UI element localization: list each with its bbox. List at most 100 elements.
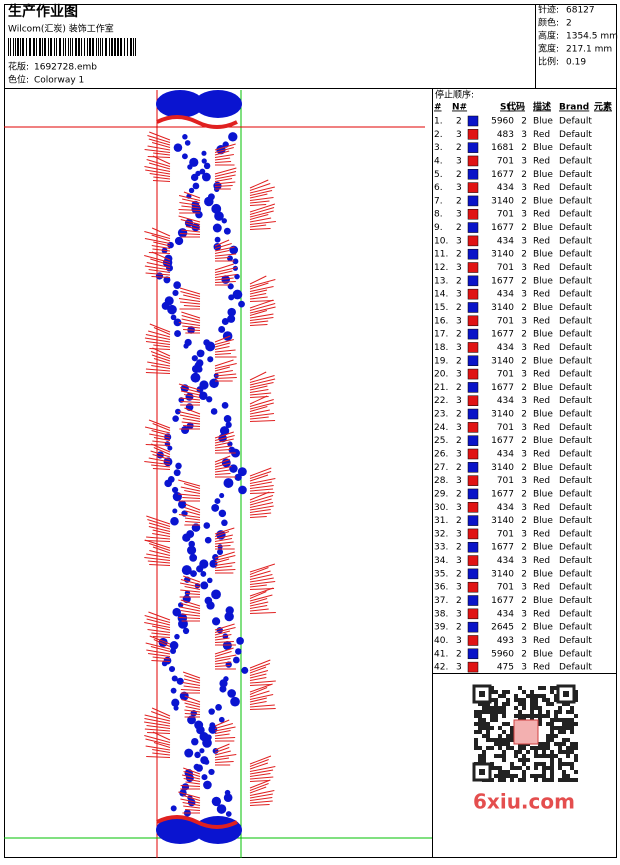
- cell: Default: [559, 503, 592, 513]
- qr-cell: [486, 738, 490, 742]
- qr-cell: [562, 770, 566, 774]
- qr-cell: [566, 710, 570, 714]
- stitch-dot: [173, 318, 182, 327]
- qr-cell: [534, 706, 538, 710]
- swatch: [467, 621, 479, 633]
- cell: Red: [533, 396, 550, 406]
- cell: 2: [456, 463, 462, 473]
- qr-cell: [558, 750, 562, 754]
- cell: 20.: [434, 370, 448, 380]
- qr-cell: [490, 726, 494, 730]
- qr-cell: [490, 738, 494, 742]
- leaf-fill: [180, 767, 201, 790]
- qr-cell: [538, 710, 542, 714]
- bar: [17, 38, 19, 56]
- qr-cell: [502, 710, 506, 714]
- stitch-dot: [203, 162, 211, 170]
- leaf-fill: [249, 683, 276, 710]
- qr-cell: [566, 774, 570, 778]
- cell: 2: [456, 489, 462, 499]
- cell: 27.: [434, 463, 448, 473]
- qr-cell: [486, 706, 490, 710]
- cell: 3: [521, 583, 527, 593]
- cell: 3: [456, 476, 462, 486]
- swatch: [467, 395, 479, 406]
- cell: Blue: [533, 649, 553, 659]
- stitch-dot: [181, 153, 188, 160]
- cell: 2: [456, 303, 462, 313]
- stitch-dot: [219, 679, 228, 688]
- stitch-dot: [170, 805, 177, 812]
- column-header: 代码: [506, 101, 525, 113]
- qr-cell: [566, 778, 570, 782]
- cell: 701: [497, 529, 514, 539]
- swatch: [467, 555, 479, 566]
- qr-cell: [518, 766, 522, 770]
- cell: 5960: [491, 117, 514, 127]
- stitch-dot: [172, 415, 179, 422]
- qr-cell: [538, 686, 542, 690]
- qr-cell: [562, 722, 566, 726]
- leaf-fill: [249, 779, 275, 806]
- swatch: [467, 541, 479, 553]
- cell: 5.: [434, 170, 443, 180]
- swatch: [467, 462, 479, 473]
- stitch-dot: [187, 164, 193, 170]
- cell: 15.: [434, 303, 448, 313]
- stitch-dot: [178, 618, 188, 629]
- qr-cell: [550, 734, 554, 738]
- cell: 2: [456, 117, 462, 127]
- stitch-dot: [225, 421, 232, 428]
- qr-cell: [498, 710, 502, 714]
- cell: Blue: [533, 117, 553, 127]
- stitch-dot: [187, 545, 197, 555]
- cell: 701: [497, 210, 514, 220]
- stitch-dot: [223, 793, 233, 803]
- stitch-dot: [202, 738, 212, 748]
- barcode: [8, 38, 136, 56]
- qr-cell: [482, 734, 486, 738]
- leaf-fill: [249, 275, 276, 302]
- cell: Default: [559, 410, 592, 420]
- qr-cell: [538, 722, 542, 726]
- leaf-fill: [179, 575, 201, 598]
- cell: 1677: [491, 543, 514, 553]
- stitch-dot: [212, 554, 219, 561]
- qr-cell: [542, 774, 546, 778]
- cell: Default: [559, 263, 592, 273]
- stitch-dot: [196, 359, 204, 367]
- cell: 1677: [491, 596, 514, 606]
- cell: 2: [456, 543, 462, 553]
- leaf-fill: [249, 299, 276, 326]
- leaf-fill: [144, 443, 171, 470]
- qr-cell: [502, 702, 506, 706]
- swatch: [467, 635, 479, 646]
- qr-cell: [554, 754, 558, 758]
- stitch-dot: [227, 689, 236, 698]
- qr-cell: [566, 726, 570, 730]
- cell: 3: [521, 236, 527, 246]
- cell: 2: [521, 330, 527, 340]
- stitch-dot: [165, 264, 174, 272]
- qr-cell: [562, 774, 566, 778]
- qr-cell: [570, 750, 574, 754]
- qr-cell: [478, 754, 482, 758]
- qr-cell: [526, 758, 530, 762]
- qr-cell: [546, 714, 550, 718]
- bar: [87, 38, 88, 56]
- qr-cell: [494, 706, 498, 710]
- cell: 3140: [491, 410, 514, 420]
- qr-cell: [558, 710, 562, 714]
- stitch-dot: [214, 211, 224, 221]
- cell: 3: [521, 636, 527, 646]
- bar: [48, 38, 49, 56]
- qr-finder-core: [563, 691, 569, 697]
- qr-cell: [486, 722, 490, 726]
- cell: Default: [559, 569, 592, 579]
- leaf-fill: [249, 491, 274, 518]
- qr-cell: [518, 750, 522, 754]
- bar: [114, 38, 116, 56]
- cell: 2: [456, 649, 462, 659]
- stitch-dot: [167, 304, 177, 315]
- cell: 3: [521, 423, 527, 433]
